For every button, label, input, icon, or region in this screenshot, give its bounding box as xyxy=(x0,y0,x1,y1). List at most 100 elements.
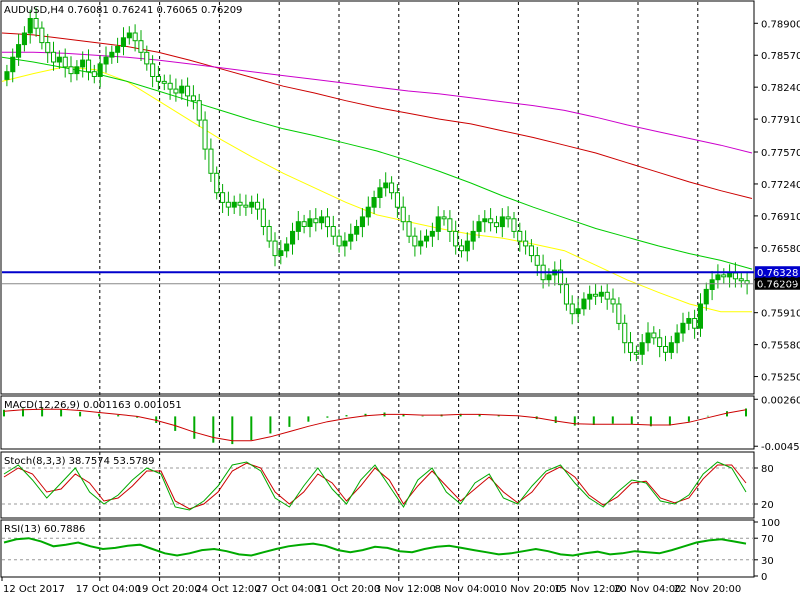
candle-body xyxy=(412,235,418,247)
candle-body xyxy=(260,208,266,228)
support-line-label: 0.76328 xyxy=(757,268,798,279)
candle-body xyxy=(354,226,360,235)
time-tick-label: 15 Nov 12:00 xyxy=(554,584,621,595)
price-tick-label: 0.76250 xyxy=(761,276,800,287)
candle-body xyxy=(464,240,470,252)
candle-body xyxy=(697,303,704,329)
stoch-signal-line xyxy=(3,462,747,510)
candle-body xyxy=(220,192,226,203)
support-line-tag xyxy=(755,266,800,279)
candle-body xyxy=(202,119,208,150)
time-tick-label: 10 Nov 20:00 xyxy=(494,584,561,595)
candle-body xyxy=(371,197,377,208)
candle-body xyxy=(278,250,284,256)
candle-body xyxy=(284,243,290,252)
candle-body xyxy=(406,221,412,237)
candle-body xyxy=(272,240,278,257)
stoch-layer: 80 20 xyxy=(2,461,774,511)
candle-body xyxy=(266,226,272,242)
candle-body xyxy=(103,56,109,65)
rsi-tick-label: 0 xyxy=(761,572,767,583)
candle-body xyxy=(243,204,249,208)
candle-body xyxy=(342,240,348,247)
candle-body xyxy=(394,192,400,208)
candle-body xyxy=(74,66,80,75)
candle-body xyxy=(657,337,663,347)
time-tick-label: 3 Nov 12:00 xyxy=(375,584,436,595)
candle-body xyxy=(225,201,231,208)
stoch-panel-frame xyxy=(0,451,755,519)
price-tick-label: 0.78900 xyxy=(761,19,800,30)
candle-body xyxy=(738,278,744,282)
candle-body xyxy=(27,18,33,34)
candle-body xyxy=(307,218,313,228)
stoch-tick-label: 20 xyxy=(761,500,774,511)
time-tick-label: 12 Oct 2017 xyxy=(3,584,65,595)
candle-body xyxy=(593,293,599,297)
candle-body xyxy=(499,216,505,228)
candle-body xyxy=(144,51,150,65)
candle-body xyxy=(21,32,27,46)
candle-body xyxy=(196,100,202,121)
stoch-main-line xyxy=(3,461,747,511)
candle-body xyxy=(45,42,51,53)
candle-body xyxy=(295,221,301,232)
candle-body xyxy=(179,85,185,94)
candle-body xyxy=(703,288,709,305)
candle-body xyxy=(359,216,365,228)
candle-body xyxy=(505,216,511,220)
candle-body xyxy=(126,32,132,39)
candle-body xyxy=(33,18,39,29)
candle-body xyxy=(161,80,167,84)
candle-body xyxy=(208,148,214,174)
candle-body xyxy=(435,216,441,232)
candle-body xyxy=(709,279,715,290)
candle-body xyxy=(429,230,435,237)
candle-body xyxy=(115,46,121,53)
candle-body xyxy=(249,201,255,208)
candle-body xyxy=(604,291,610,300)
candle-body xyxy=(517,230,523,242)
candle-body xyxy=(470,230,476,242)
candle-body xyxy=(389,182,395,194)
price-tick-label: 0.76580 xyxy=(761,244,800,255)
macd-tick-label: 0.002608 xyxy=(761,395,800,406)
candle-body xyxy=(488,218,494,224)
candle-body xyxy=(68,66,74,75)
candle-body xyxy=(231,201,237,208)
candle-body xyxy=(185,85,191,97)
candle-body xyxy=(132,32,138,42)
candle-body xyxy=(668,342,674,353)
moving-average-line xyxy=(1,56,753,270)
candle-body xyxy=(91,71,97,77)
candle-body xyxy=(319,216,325,224)
candle-body xyxy=(173,88,179,94)
candle-body xyxy=(686,318,692,324)
candle-body xyxy=(663,346,669,353)
candle-body xyxy=(453,230,459,247)
candle-body xyxy=(511,218,517,232)
price-axis: 0.78900 0.78570 0.78240 0.77910 0.77570 0.772… xyxy=(754,19,800,384)
price-tick-label: 0.77570 xyxy=(761,148,800,159)
candle-body xyxy=(459,245,465,252)
candle-body xyxy=(120,37,127,47)
macd-signal-line xyxy=(3,408,747,442)
candle-body xyxy=(528,245,535,257)
price-tick-label: 0.78240 xyxy=(761,83,800,94)
candle-body xyxy=(97,63,103,78)
candle-body xyxy=(628,342,634,353)
candle-body xyxy=(546,274,552,281)
candle-body xyxy=(62,56,68,68)
candle-body xyxy=(674,332,680,344)
candle-body xyxy=(80,59,86,68)
candle-body xyxy=(348,233,354,242)
rsi-layer: 100 70 30 0 xyxy=(2,518,780,583)
time-tick-label: 31 Oct 20:00 xyxy=(315,584,380,595)
price-tick-label: 0.75580 xyxy=(761,341,800,352)
candle-body xyxy=(86,59,92,73)
current-price-tag xyxy=(755,277,800,290)
candle-body xyxy=(109,51,115,58)
